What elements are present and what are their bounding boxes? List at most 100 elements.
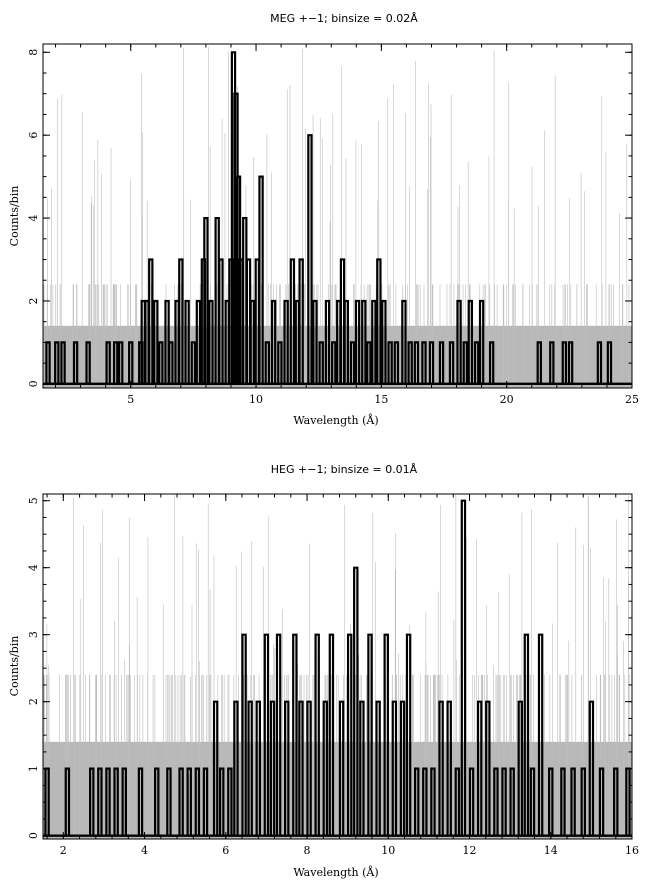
meg-histogram-bin-47 bbox=[318, 341, 324, 384]
heg-histogram-bin-60 bbox=[570, 767, 576, 836]
heg-histogram-bin-3 bbox=[97, 767, 103, 836]
meg-histogram-bin-67 bbox=[438, 341, 445, 384]
meg-x-axis-label: Wavelength (Å) bbox=[293, 413, 378, 427]
heg-histogram-bin-44 bbox=[438, 700, 444, 836]
meg-y-axis-label: Counts/bin bbox=[8, 186, 21, 247]
heg-x-tick-label-1: 4 bbox=[141, 844, 148, 857]
heg-histogram-bin-51 bbox=[493, 767, 499, 836]
meg-histogram-bin-74 bbox=[488, 341, 495, 384]
meg-y-tick-label-1: 2 bbox=[27, 297, 40, 304]
heg-y-tick-label-3: 3 bbox=[27, 631, 40, 638]
heg-histogram-bin-57 bbox=[537, 633, 544, 836]
meg-histogram-bin-52 bbox=[343, 299, 349, 384]
heg-histogram-bin-40 bbox=[405, 633, 412, 836]
meg-histogram-bin-65 bbox=[421, 341, 427, 384]
heg-histogram-bin-47 bbox=[460, 499, 467, 836]
heg-histogram-bin-33 bbox=[353, 566, 359, 836]
heg-y-tick-label-4: 4 bbox=[27, 564, 40, 571]
meg-histogram-bin-78 bbox=[567, 341, 574, 384]
heg-x-tick-label-3: 8 bbox=[304, 844, 311, 857]
meg-x-tick-label-1: 10 bbox=[249, 393, 263, 406]
heg-histogram-bin-22 bbox=[269, 700, 276, 836]
meg-histogram-bin-64 bbox=[413, 341, 420, 384]
meg-histogram-bin-48 bbox=[324, 299, 331, 384]
meg-histogram-bin-8 bbox=[128, 341, 134, 384]
heg-x-tick-label-4: 10 bbox=[381, 844, 395, 857]
meg-histogram-bin-77 bbox=[561, 341, 568, 384]
heg-histogram-bin-42 bbox=[422, 767, 428, 836]
meg-histogram-bin-45 bbox=[307, 134, 313, 384]
meg-histogram-bin-57 bbox=[371, 299, 377, 384]
meg-histogram-bin-3 bbox=[72, 341, 79, 384]
heg-histogram-bin-63 bbox=[598, 767, 605, 836]
heg-histogram-bin-54 bbox=[517, 700, 524, 836]
meg-histogram-bin-62 bbox=[401, 299, 407, 384]
heg-histogram-bin-21 bbox=[263, 633, 270, 836]
heg-error-band bbox=[43, 741, 632, 839]
meg-histogram-bin-35 bbox=[249, 299, 255, 384]
heg-histogram-bin-20 bbox=[255, 700, 262, 836]
heg-histogram-bin-61 bbox=[580, 767, 586, 836]
meg-histogram-bin-6 bbox=[112, 341, 119, 384]
heg-histogram-bin-9 bbox=[166, 767, 172, 836]
meg-histogram-bin-16 bbox=[168, 341, 174, 384]
meg-histogram-bin-40 bbox=[277, 341, 283, 384]
heg-histogram-bin-38 bbox=[391, 700, 398, 836]
meg-histogram-bin-1 bbox=[54, 341, 60, 384]
meg-y-tick-label-0: 0 bbox=[27, 380, 40, 387]
meg-histogram-bin-53 bbox=[349, 341, 356, 384]
heg-histogram-bin-50 bbox=[485, 700, 491, 836]
heg-histogram-bin-35 bbox=[367, 633, 373, 836]
heg-histogram-bin-23 bbox=[275, 633, 282, 836]
heg-histogram-bin-11 bbox=[186, 767, 192, 836]
heg-histogram-bin-29 bbox=[322, 700, 329, 836]
meg-histogram-bin-59 bbox=[381, 299, 387, 384]
meg-chart-title: MEG +−1; binsize = 0.02Å bbox=[270, 12, 418, 25]
meg-histogram-bin-79 bbox=[596, 341, 603, 384]
meg-histogram-bin-58 bbox=[376, 258, 382, 384]
heg-histogram-bin-58 bbox=[548, 767, 554, 836]
meg-histogram-bin-63 bbox=[407, 341, 413, 384]
meg-spectrum-panel: MEG +−1; binsize = 0.02Å Wavelength (Å) … bbox=[8, 12, 639, 427]
heg-histogram-bin-25 bbox=[292, 633, 298, 836]
meg-histogram-bin-73 bbox=[478, 299, 485, 384]
meg-y-tick-label-4: 8 bbox=[27, 49, 40, 56]
meg-histogram-bin-5 bbox=[105, 341, 111, 384]
heg-histogram-bin-24 bbox=[283, 700, 290, 836]
heg-y-axis-label: Counts/bin bbox=[8, 636, 21, 697]
meg-histogram-bin-71 bbox=[467, 299, 474, 384]
heg-y-tick-label-0: 0 bbox=[27, 832, 40, 839]
meg-histogram-bin-54 bbox=[354, 299, 361, 384]
meg-histogram-bin-49 bbox=[331, 341, 337, 384]
heg-histogram-bin-10 bbox=[178, 767, 184, 836]
heg-x-tick-label-6: 14 bbox=[544, 844, 558, 857]
heg-histogram-bin-8 bbox=[154, 767, 160, 836]
heg-histogram-bin-49 bbox=[476, 700, 483, 836]
meg-histogram-bin-66 bbox=[428, 341, 435, 384]
meg-histogram-bin-2 bbox=[60, 341, 66, 384]
meg-histogram-bin-14 bbox=[158, 341, 164, 384]
meg-histogram-bin-12 bbox=[148, 258, 154, 384]
meg-histogram-bin-39 bbox=[270, 299, 277, 384]
meg-histogram-bin-37 bbox=[258, 175, 264, 384]
heg-y-tick-label-1: 1 bbox=[27, 765, 40, 772]
heg-chart-title: HEG +−1; binsize = 0.01Å bbox=[271, 463, 418, 476]
meg-histogram-bin-56 bbox=[366, 341, 372, 384]
heg-x-tick-label-7: 16 bbox=[625, 844, 639, 857]
heg-histogram-bin-16 bbox=[227, 767, 233, 836]
heg-y-tick-label-2: 2 bbox=[27, 698, 40, 705]
heg-histogram-bin-32 bbox=[346, 633, 353, 836]
meg-histogram-bin-76 bbox=[549, 341, 555, 384]
heg-histogram-bin-59 bbox=[560, 767, 566, 836]
meg-plot-area bbox=[43, 46, 632, 388]
meg-histogram-bin-80 bbox=[606, 341, 613, 384]
meg-x-tick-label-2: 15 bbox=[374, 393, 388, 406]
heg-spectrum-panel: HEG +−1; binsize = 0.01Å Wavelength (Å) … bbox=[8, 463, 639, 879]
meg-histogram-bin-41 bbox=[283, 299, 289, 384]
heg-histogram-bin-6 bbox=[121, 767, 127, 836]
meg-histogram-bin-24 bbox=[208, 299, 214, 384]
heg-histogram-bin-43 bbox=[430, 767, 436, 836]
heg-histogram-bin-45 bbox=[446, 700, 452, 836]
heg-histogram-bin-12 bbox=[194, 767, 201, 836]
heg-x-tick-label-2: 6 bbox=[222, 844, 229, 857]
